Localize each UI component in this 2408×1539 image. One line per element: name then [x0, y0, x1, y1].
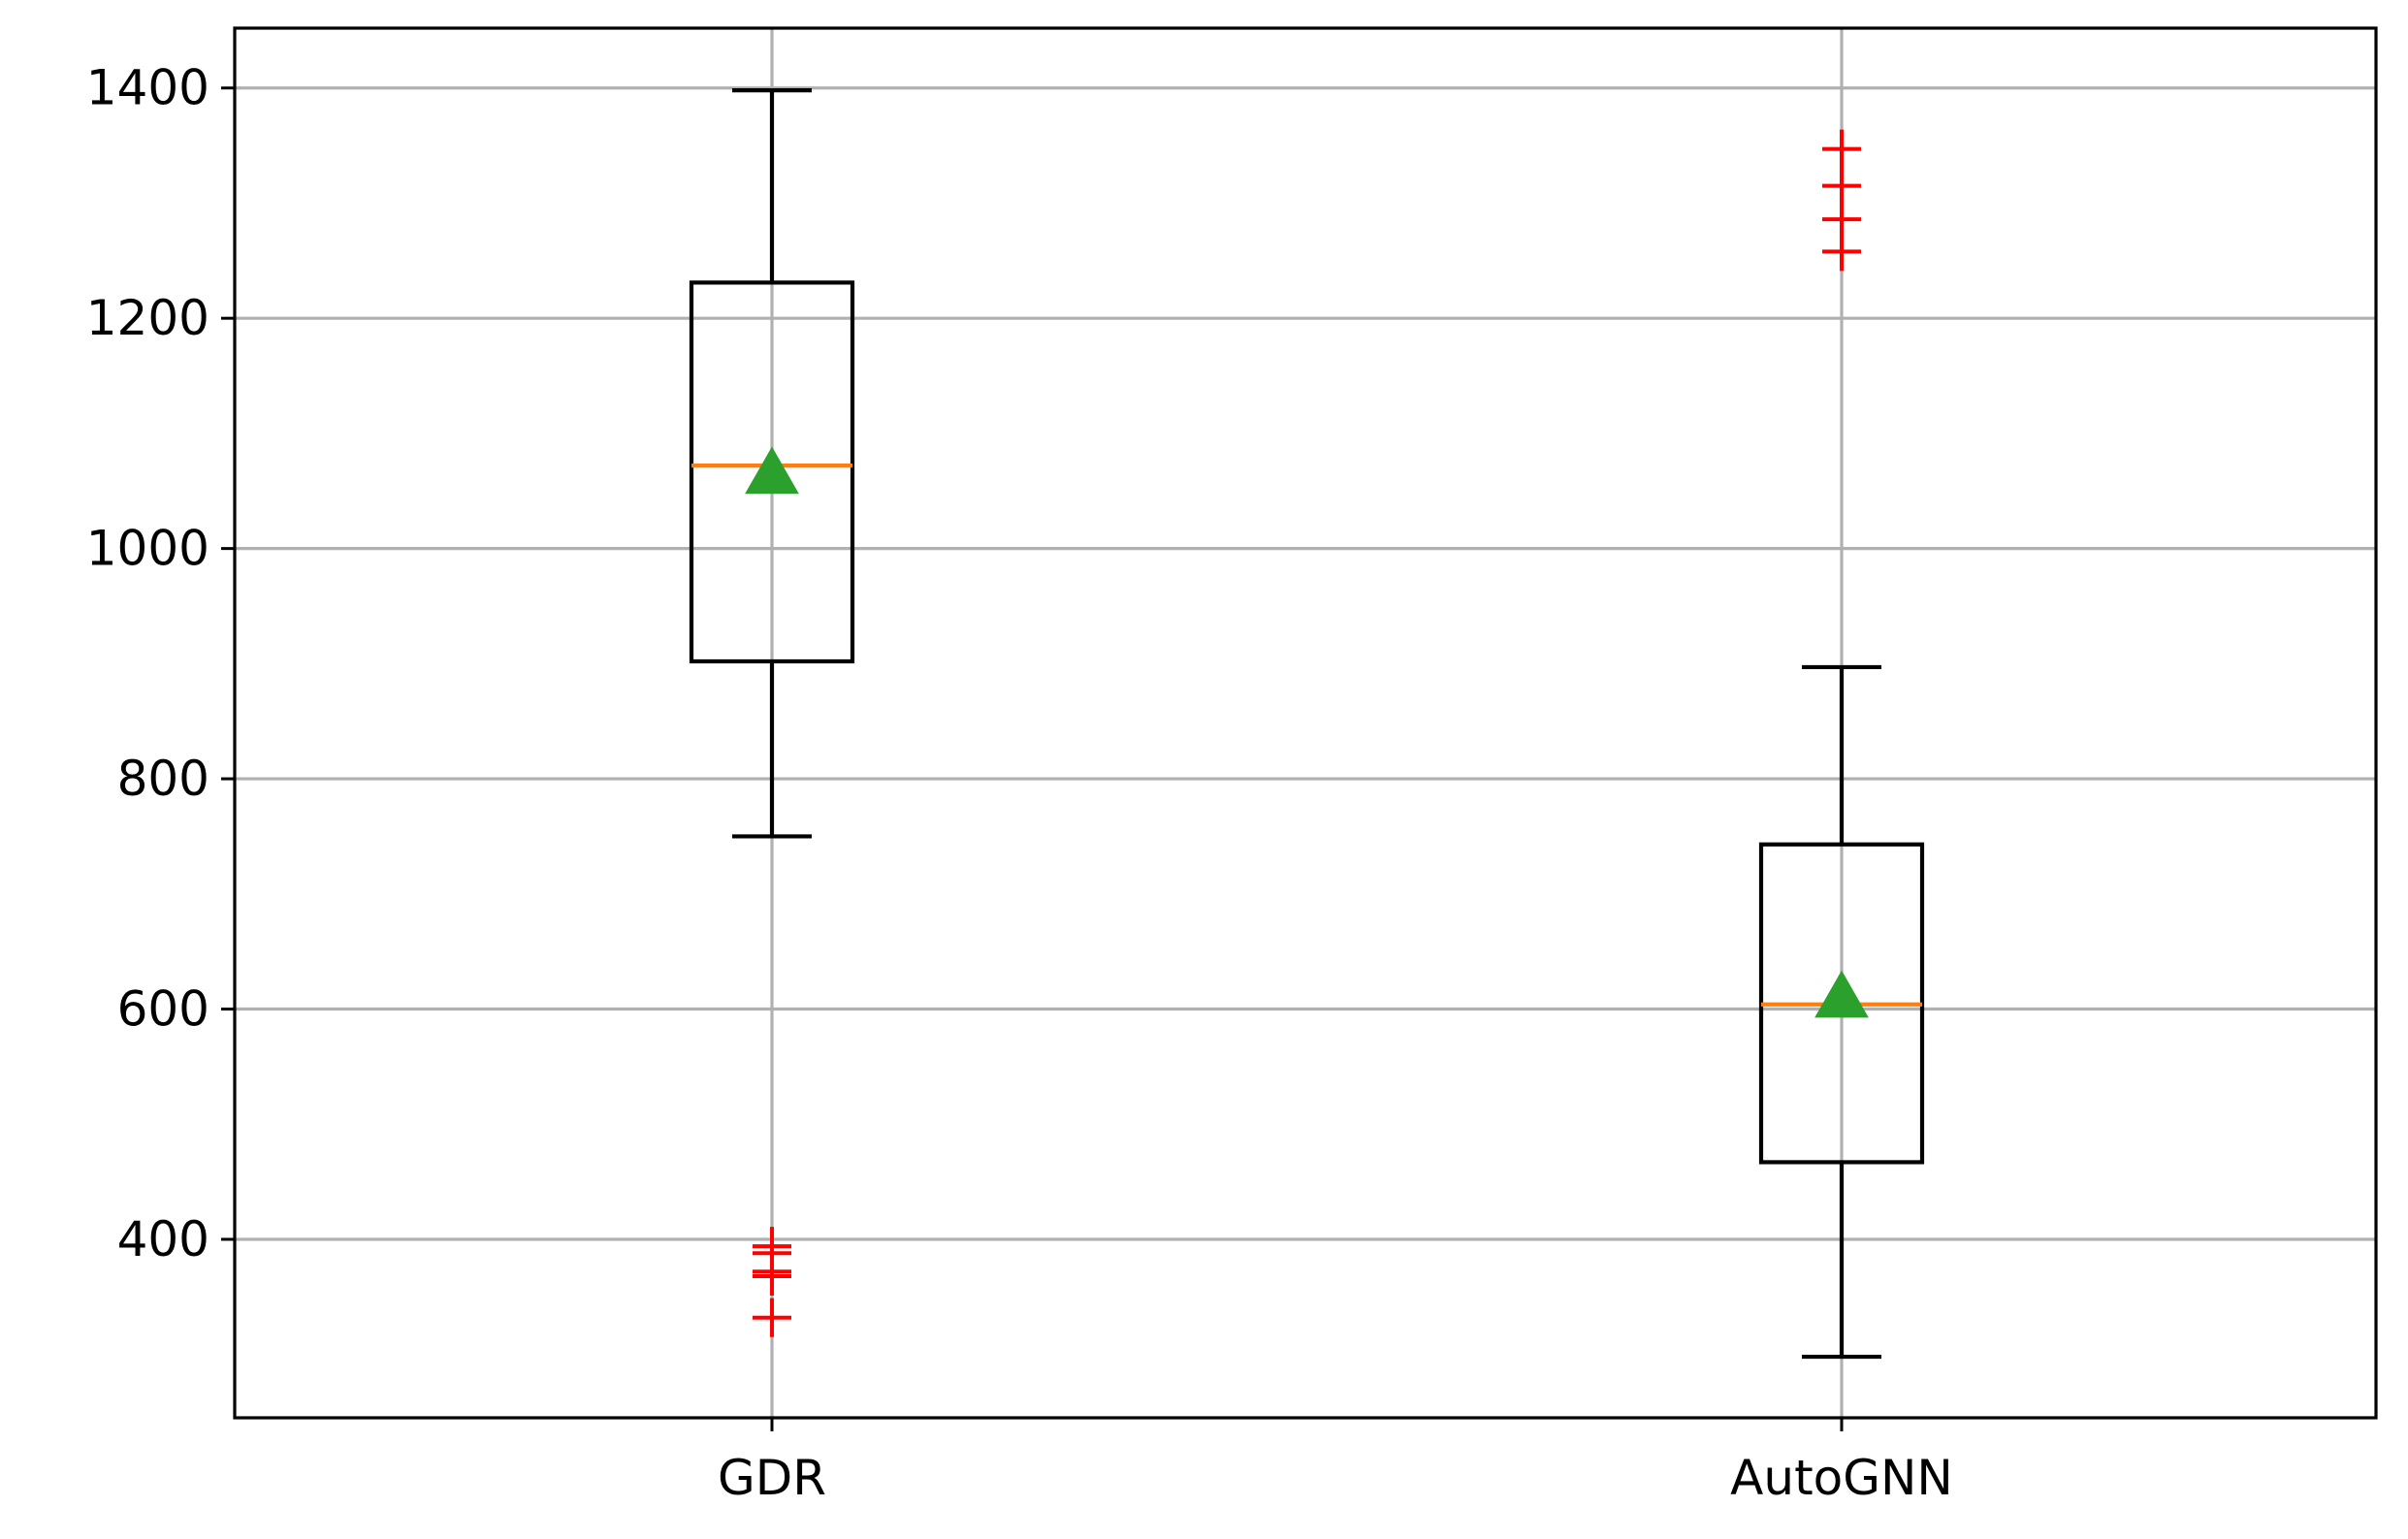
y-tick-label: 1200	[86, 290, 209, 346]
mean-marker	[745, 446, 799, 495]
x-tick-label: GDR	[718, 1450, 826, 1506]
outlier-marker	[753, 1298, 791, 1337]
box-layer	[689, 88, 1925, 1360]
box-rect	[689, 280, 855, 664]
y-tick-label: 600	[117, 981, 209, 1038]
outlier-marker	[1822, 200, 1861, 240]
y-tick-label: 800	[117, 751, 209, 807]
y-tick-label: 400	[117, 1211, 209, 1267]
x-tick-label: AutoGNN	[1730, 1450, 1953, 1506]
box-gdr	[689, 88, 855, 1337]
grid-layer	[235, 28, 2376, 1418]
y-tick-label: 1000	[86, 521, 209, 577]
outlier-marker	[753, 1227, 791, 1266]
axis-layer: 400 600 800 1000 1200 1400 GDR AutoGNN	[86, 26, 2378, 1506]
plot-frame	[233, 26, 2378, 1420]
mean-marker	[1814, 970, 1869, 1018]
box-autognn	[1758, 129, 1925, 1360]
outlier-marker	[1822, 166, 1861, 206]
outlier-marker	[1822, 129, 1861, 169]
y-tick-label: 1400	[86, 60, 209, 116]
